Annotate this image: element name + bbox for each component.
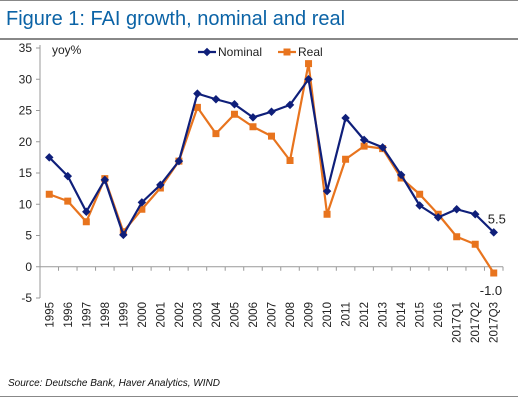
data-point-nominal — [156, 180, 165, 190]
x-tick-label: 2007 — [267, 302, 279, 328]
data-point-real — [138, 205, 146, 213]
chart-series — [45, 60, 498, 277]
x-tick-label: 1997 — [81, 302, 93, 328]
data-point-nominal — [211, 95, 221, 104]
data-point-nominal — [396, 170, 406, 180]
y-tick-label: 15 — [19, 166, 33, 180]
x-tick-label: 2009 — [304, 302, 316, 328]
title-bar: Figure 1: FAI growth, nominal and real — [0, 0, 518, 40]
data-point-nominal — [45, 153, 54, 162]
data-point-real — [82, 218, 90, 226]
data-point-nominal — [137, 198, 147, 207]
y-tick-label: 25 — [19, 104, 33, 118]
data-point-real — [342, 155, 350, 163]
x-tick-label: 2013 — [378, 302, 390, 328]
data-point-nominal — [100, 175, 110, 185]
x-tick-label: 2010 — [322, 302, 334, 328]
data-point-nominal — [267, 107, 276, 116]
x-tick-label: 1998 — [100, 302, 112, 328]
y-axis-label: yoy% — [52, 43, 82, 57]
y-tick-label: 30 — [19, 72, 33, 86]
data-point-real — [453, 233, 461, 241]
data-point-real — [286, 157, 294, 164]
data-point-nominal — [470, 210, 480, 219]
page-title: Figure 1: FAI growth, nominal and real — [6, 8, 346, 30]
y-tick-label: 20 — [19, 135, 33, 149]
data-point-real — [471, 240, 479, 248]
data-point-real — [323, 210, 331, 218]
x-tick-label: 2012 — [359, 302, 371, 328]
data-point-real — [360, 142, 368, 150]
x-tick-label: 2017Q1 — [452, 302, 464, 343]
data-point-real — [212, 130, 220, 138]
chart-legend: Nominal Real — [198, 45, 323, 59]
y-tick-label: -5 — [21, 291, 32, 305]
data-point-nominal — [230, 100, 239, 109]
data-point-real — [45, 190, 53, 198]
legend-marker-real — [283, 48, 291, 56]
x-tick-label: 2005 — [229, 302, 241, 328]
data-point-nominal — [489, 228, 498, 237]
x-tick-label: 2002 — [174, 302, 186, 328]
data-point-nominal — [415, 201, 424, 210]
data-point-nominal — [63, 171, 73, 181]
x-tick-label: 2017Q2 — [470, 302, 482, 343]
x-tick-label: 2001 — [155, 302, 167, 328]
bottom-rule — [0, 396, 518, 397]
data-point-nominal — [119, 230, 128, 240]
data-point-real — [268, 132, 275, 140]
source-note: Source: Deutsche Bank, Haver Analytics, … — [8, 378, 220, 389]
x-tick-label: 1995 — [44, 302, 56, 328]
legend-label-nominal: Nominal — [218, 45, 262, 59]
annotation-nominal: 5.5 — [488, 211, 506, 226]
y-tick-label: 35 — [19, 41, 33, 55]
annotation-real: -1.0 — [480, 283, 502, 298]
x-tick-label: 1999 — [118, 302, 130, 328]
data-point-nominal — [378, 143, 387, 152]
series-line-nominal — [48, 78, 495, 236]
x-tick-label: 2004 — [211, 301, 223, 327]
chart-annotations: 5.5 -1.0 — [480, 211, 506, 298]
legend-label-real: Real — [298, 45, 323, 59]
y-tick-label: 10 — [19, 197, 33, 211]
data-point-real — [490, 269, 498, 277]
x-tick-label: 2006 — [248, 302, 260, 328]
data-point-nominal — [322, 186, 332, 196]
x-tick-label: 2008 — [285, 302, 297, 328]
legend-marker-nominal — [202, 47, 212, 57]
data-point-real — [64, 197, 72, 205]
x-tick-label: 2015 — [415, 302, 427, 328]
data-point-real — [193, 103, 201, 111]
x-tick-label: 2000 — [137, 302, 149, 328]
data-point-real — [416, 190, 424, 198]
data-point-nominal — [174, 156, 184, 166]
data-point-nominal — [433, 213, 443, 222]
data-point-nominal — [341, 113, 350, 123]
y-tick-label: 5 — [25, 229, 32, 243]
x-tick-label: 1996 — [63, 302, 75, 328]
data-point-nominal — [359, 135, 369, 145]
x-tick-label: 2003 — [192, 302, 204, 328]
data-point-nominal — [304, 75, 313, 84]
x-tick-label: 2011 — [341, 302, 353, 327]
data-point-nominal — [82, 207, 91, 216]
data-point-real — [305, 60, 313, 68]
x-tick-label: 2016 — [433, 302, 445, 328]
series-line-real — [48, 62, 495, 274]
data-point-nominal — [452, 205, 461, 214]
x-tick-label: 2014 — [396, 301, 408, 327]
y-tick-label: 0 — [25, 260, 32, 274]
data-point-nominal — [285, 100, 295, 110]
data-point-nominal — [193, 89, 202, 98]
data-point-real — [249, 123, 257, 131]
data-point-nominal — [248, 113, 258, 122]
x-tick-label: 2017Q3 — [489, 302, 501, 343]
data-point-real — [230, 110, 238, 118]
chart-axes: -5 0 5 10 15 20 25 30 35 1995 1996 1997 1998 1999 2000… — [19, 41, 504, 343]
